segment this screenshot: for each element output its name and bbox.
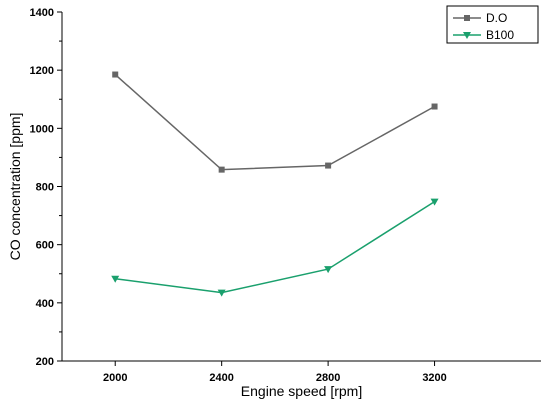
data-point bbox=[218, 166, 225, 173]
y-tick-label: 1200 bbox=[30, 65, 54, 77]
y-tick-label: 200 bbox=[36, 356, 54, 368]
x-tick-label: 2000 bbox=[103, 372, 127, 384]
y-tick-label: 1400 bbox=[30, 7, 54, 19]
data-point bbox=[325, 162, 332, 169]
series-d-o bbox=[112, 71, 438, 173]
data-point bbox=[112, 71, 119, 78]
legend-item: D.O bbox=[453, 11, 507, 25]
y-tick-label: 400 bbox=[36, 298, 54, 310]
y-axis-title: CO concentration [ppm] bbox=[7, 113, 23, 261]
legend-box bbox=[446, 5, 539, 44]
series-layer bbox=[111, 71, 439, 297]
series-line bbox=[115, 200, 435, 294]
y-tick-label: 600 bbox=[36, 240, 54, 252]
x-axis-title: Engine speed [rpm] bbox=[241, 383, 362, 399]
data-point bbox=[431, 103, 438, 110]
legend-swatch-marker bbox=[463, 32, 471, 39]
data-point bbox=[217, 289, 226, 297]
legend: D.O B100 bbox=[446, 5, 539, 44]
series-b100 bbox=[111, 198, 439, 297]
legend-swatch-marker bbox=[464, 15, 470, 21]
x-axis: 2000 2400 2800 3200 bbox=[103, 361, 447, 384]
x-tick-label: 2800 bbox=[316, 372, 340, 384]
x-tick-label: 2400 bbox=[209, 372, 233, 384]
data-point bbox=[324, 266, 333, 274]
data-point bbox=[430, 198, 439, 206]
data-point bbox=[111, 275, 120, 283]
x-tick-label: 3200 bbox=[422, 372, 446, 384]
plot-frame bbox=[61, 12, 541, 362]
legend-label: D.O bbox=[486, 11, 507, 25]
y-tick-label: 800 bbox=[36, 182, 54, 194]
y-tick-label: 1000 bbox=[30, 123, 54, 135]
y-axis: 200 400 600 800 1000 1200 1400 bbox=[30, 7, 62, 368]
legend-label: B100 bbox=[486, 28, 514, 42]
series-line bbox=[114, 73, 435, 171]
legend-item: B100 bbox=[453, 28, 514, 42]
